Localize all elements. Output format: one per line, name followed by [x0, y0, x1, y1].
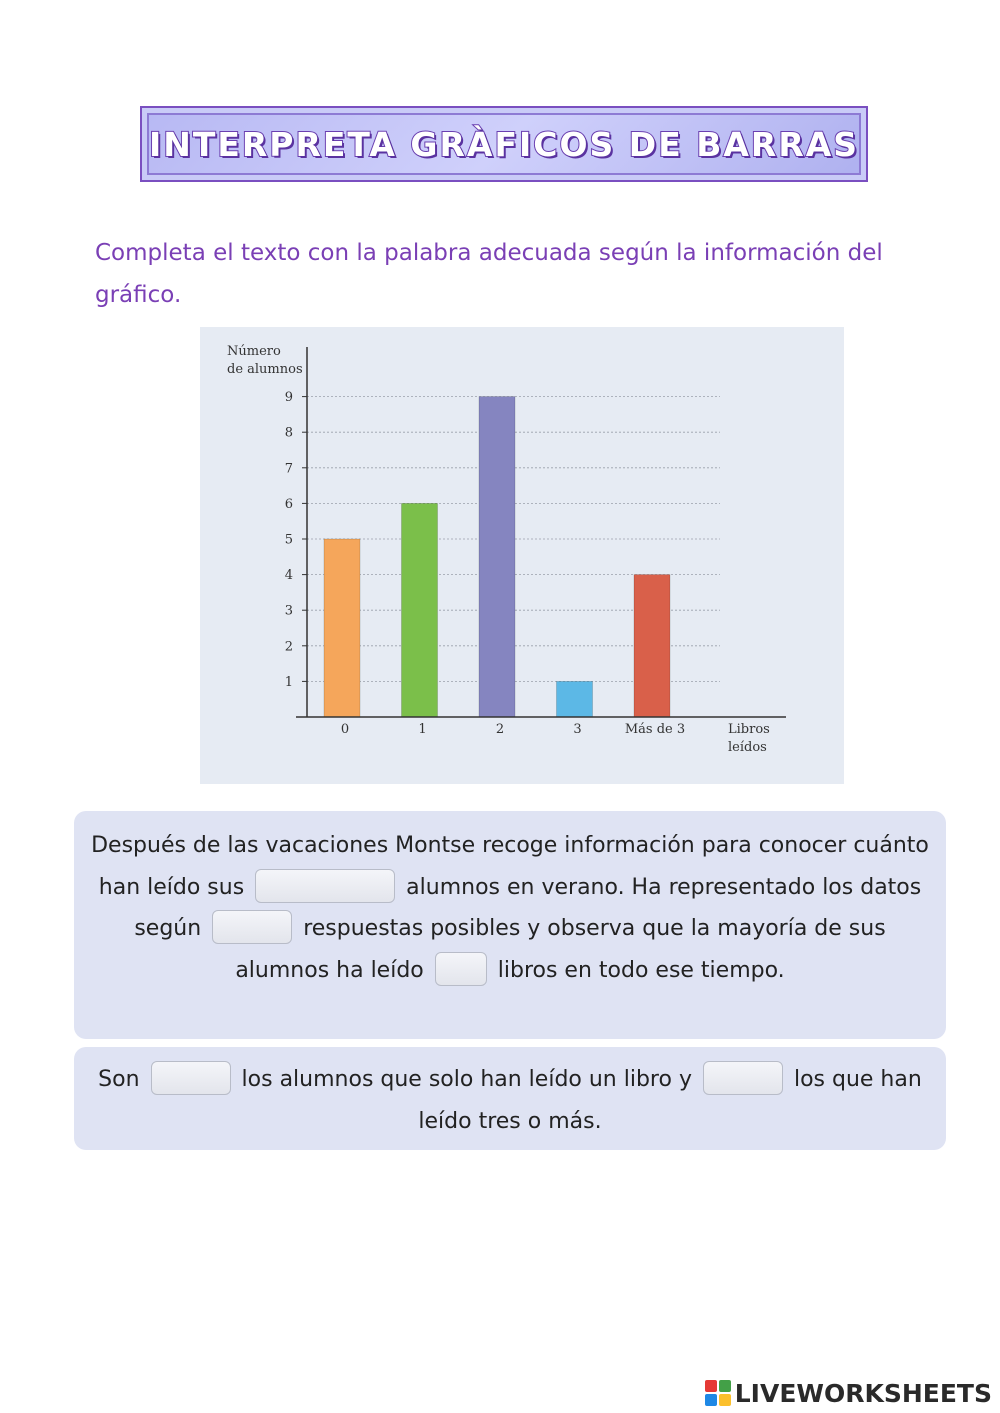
panel1-text-2: alumnos en verano. Ha representado los d… — [134, 874, 922, 942]
panel2-text-3: los que han leído tres o más. — [418, 1067, 922, 1134]
bar-chart: Número de alumnos Libros leídos 1 2 3 4 5 6 7 8… — [200, 327, 844, 784]
panel2-text-2: los alumnos que solo han leído un libro … — [241, 1067, 692, 1092]
x-tick-label: 3 — [573, 722, 581, 737]
bar-chart-svg: Número de alumnos Libros leídos 1 2 3 4 5 6 7 8… — [227, 344, 786, 755]
title-banner: INTERPRETA GRÀFICOS DE BARRAS — [140, 106, 868, 182]
footer-brand: LIVEWORKSHEETS — [704, 1376, 992, 1410]
liveworksheets-logo-icon — [704, 1380, 731, 1406]
y-tick-label: 4 — [285, 568, 293, 583]
y-tick-label: 5 — [285, 533, 293, 548]
x-tick-label: 0 — [341, 722, 349, 737]
bar-1 — [401, 503, 438, 718]
y-tick-label: 1 — [285, 675, 293, 690]
y-tick-label: 9 — [285, 390, 293, 405]
bar-3 — [556, 681, 593, 718]
y-tick-label: 7 — [285, 461, 293, 476]
y-tick-label: 8 — [285, 426, 293, 441]
x-axis-label-line2: leídos — [728, 740, 767, 755]
x-tick-label: 2 — [496, 722, 504, 737]
y-axis-label-line1: Número — [227, 344, 281, 359]
logo-square-3 — [704, 1394, 717, 1406]
logo-square-1 — [704, 1380, 717, 1392]
bar-0 — [323, 538, 361, 718]
instruction-text: Completa el texto con la palabra adecuad… — [95, 240, 883, 308]
y-tick-label: 6 — [285, 497, 293, 512]
x-axis-label-line1: Libros — [728, 722, 770, 737]
answer-blank-2[interactable] — [212, 910, 293, 944]
answer-blank-3[interactable] — [434, 951, 487, 986]
y-tick-label: 3 — [285, 604, 293, 619]
panel1-text-1: Después de las vacaciones Montse recoge … — [91, 833, 929, 900]
brand-name: LIVEWORKSHEETS — [734, 1378, 992, 1408]
bar-2 — [478, 396, 516, 718]
panel2-text-1: Son — [98, 1067, 140, 1092]
page-title: INTERPRETA GRÀFICOS DE BARRAS — [148, 124, 860, 165]
x-tick-label: 1 — [418, 722, 426, 737]
fill-in-panel-2: Son los alumnos que solo han leído un li… — [74, 1047, 946, 1150]
x-tick-label: Más de 3 — [625, 722, 685, 737]
panel1-text-4: libros en todo ese tiempo. — [497, 957, 785, 983]
logo-square-2 — [718, 1380, 731, 1392]
panel1-text-3: respuestas posibles y observa que la may… — [235, 916, 886, 983]
bar-4 — [633, 574, 671, 718]
answer-blank-1[interactable] — [255, 868, 396, 903]
fill-in-panel-1: Después de las vacaciones Montse recoge … — [74, 811, 946, 1039]
y-tick-label: 2 — [285, 639, 293, 654]
y-axis-label-line2: de alumnos — [227, 362, 303, 377]
answer-blank-4[interactable] — [150, 1061, 231, 1095]
answer-blank-5[interactable] — [702, 1061, 783, 1095]
logo-square-4 — [718, 1394, 731, 1406]
